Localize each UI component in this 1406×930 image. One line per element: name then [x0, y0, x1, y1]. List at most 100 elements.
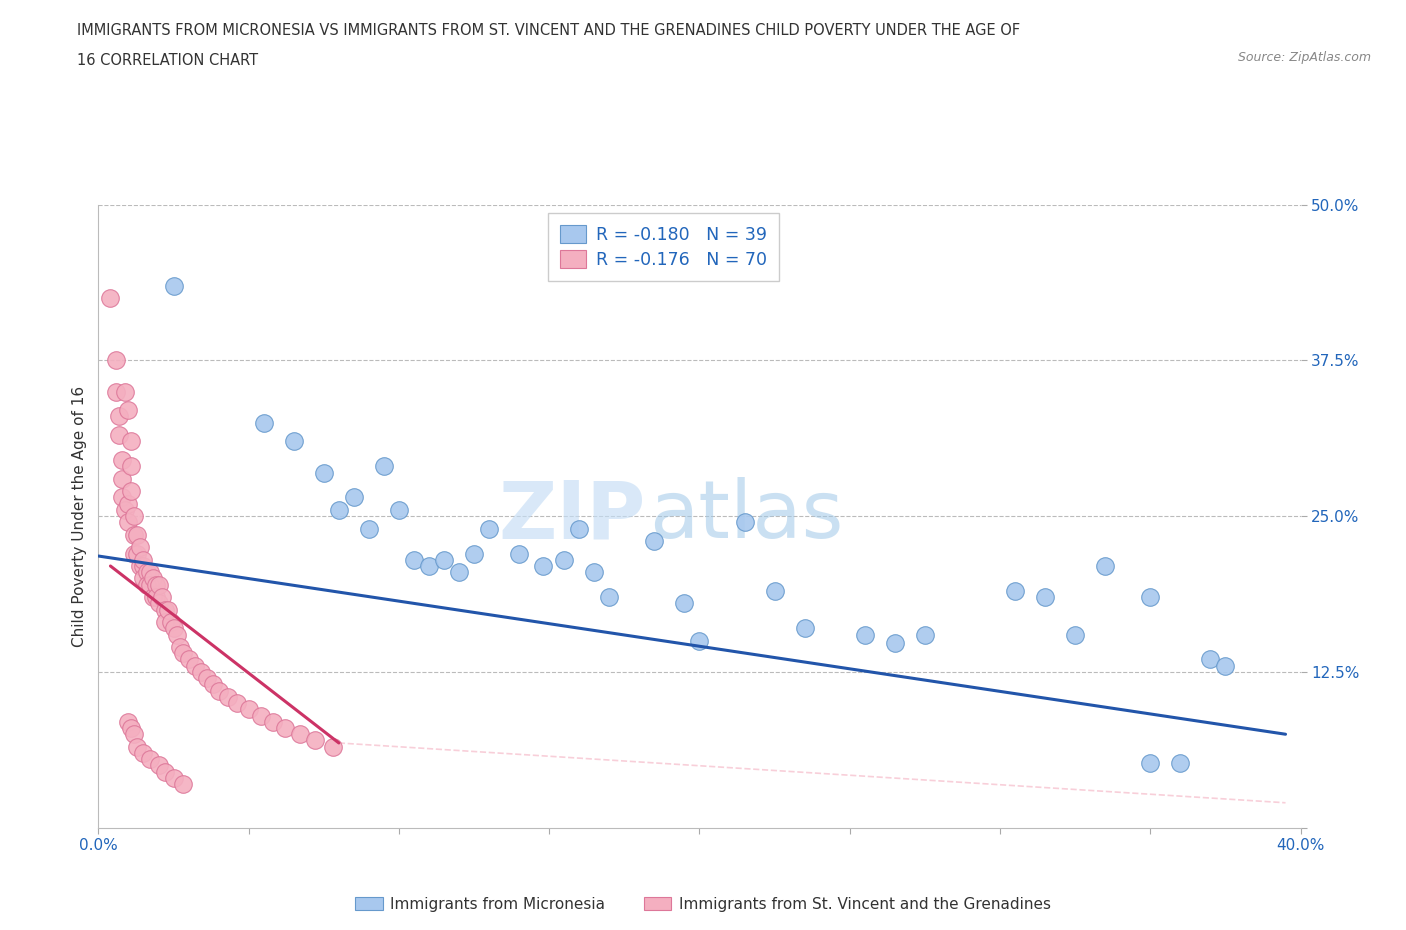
Point [508, 546, 530, 561]
Point [1064, 627, 1087, 642]
Point [135, 565, 157, 579]
Point [433, 552, 456, 567]
Point [117, 497, 139, 512]
Point [121, 434, 143, 449]
Text: ZIP: ZIP [498, 477, 645, 555]
Point [183, 658, 205, 673]
Point [1215, 658, 1237, 673]
Point [763, 583, 786, 598]
Point [135, 578, 157, 592]
Point [274, 721, 297, 736]
Point [117, 403, 139, 418]
Point [121, 484, 143, 498]
Point [328, 502, 350, 517]
Point [153, 615, 176, 630]
Point [162, 621, 184, 636]
Point [249, 708, 271, 723]
Point [141, 590, 163, 604]
Point [1004, 583, 1026, 598]
Point [150, 590, 173, 604]
Point [583, 565, 606, 579]
Point [402, 552, 425, 567]
Point [418, 559, 440, 574]
Point [129, 539, 152, 554]
Point [105, 384, 128, 399]
Point [141, 571, 163, 586]
Point [1033, 590, 1056, 604]
Point [138, 578, 160, 592]
Point [114, 384, 136, 399]
Point [148, 758, 170, 773]
Text: Source: ZipAtlas.com: Source: ZipAtlas.com [1237, 51, 1371, 64]
Point [217, 689, 239, 704]
Point [124, 509, 146, 524]
Point [132, 746, 155, 761]
Point [914, 627, 936, 642]
Legend: Immigrants from Micronesia, Immigrants from St. Vincent and the Grenadines: Immigrants from Micronesia, Immigrants f… [349, 890, 1057, 918]
Point [114, 502, 136, 517]
Point [312, 465, 335, 480]
Point [117, 515, 139, 530]
Point [304, 733, 326, 748]
Point [138, 565, 160, 579]
Point [262, 714, 284, 729]
Point [127, 527, 149, 542]
Point [153, 603, 176, 618]
Point [688, 633, 710, 648]
Point [531, 559, 554, 574]
Text: 16 CORRELATION CHART: 16 CORRELATION CHART [77, 53, 259, 68]
Point [159, 615, 181, 630]
Point [598, 590, 620, 604]
Point [201, 677, 224, 692]
Point [105, 352, 128, 367]
Point [132, 559, 155, 574]
Point [121, 721, 143, 736]
Point [127, 546, 149, 561]
Point [1199, 652, 1222, 667]
Legend: R = -0.180   N = 39, R = -0.176   N = 70: R = -0.180 N = 39, R = -0.176 N = 70 [547, 213, 779, 281]
Point [883, 636, 905, 651]
Point [288, 727, 311, 742]
Point [169, 640, 191, 655]
Point [253, 415, 276, 430]
Point [373, 458, 395, 473]
Point [172, 777, 194, 791]
Point [283, 434, 305, 449]
Point [129, 559, 152, 574]
Point [111, 453, 134, 468]
Point [148, 578, 170, 592]
Point [357, 521, 380, 536]
Point [108, 428, 131, 443]
Point [132, 552, 155, 567]
Point [100, 290, 122, 305]
Point [322, 739, 344, 754]
Point [153, 764, 176, 779]
Point [673, 596, 696, 611]
Point [1094, 559, 1116, 574]
Point [117, 714, 139, 729]
Point [734, 515, 756, 530]
Point [478, 521, 501, 536]
Text: atlas: atlas [650, 477, 844, 555]
Y-axis label: Child Poverty Under the Age of 16: Child Poverty Under the Age of 16 [72, 386, 87, 646]
Point [148, 596, 170, 611]
Point [190, 664, 212, 679]
Point [145, 590, 167, 604]
Point [111, 490, 134, 505]
Text: IMMIGRANTS FROM MICRONESIA VS IMMIGRANTS FROM ST. VINCENT AND THE GRENADINES CHI: IMMIGRANTS FROM MICRONESIA VS IMMIGRANTS… [77, 23, 1021, 38]
Point [132, 571, 155, 586]
Point [124, 546, 146, 561]
Point [195, 671, 218, 685]
Point [108, 409, 131, 424]
Point [643, 534, 665, 549]
Point [853, 627, 876, 642]
Point [208, 684, 231, 698]
Point [1139, 590, 1161, 604]
Point [177, 652, 200, 667]
Point [138, 751, 160, 766]
Point [343, 490, 366, 505]
Point [225, 696, 247, 711]
Point [162, 278, 184, 293]
Point [238, 702, 260, 717]
Point [127, 739, 149, 754]
